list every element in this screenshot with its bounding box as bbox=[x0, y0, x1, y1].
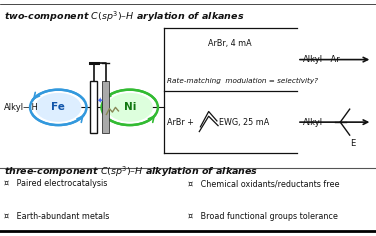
Text: Alkyl—H: Alkyl—H bbox=[4, 103, 39, 112]
Bar bbox=[90, 81, 97, 133]
Text: Ni: Ni bbox=[124, 102, 136, 112]
Text: ArBr +: ArBr + bbox=[167, 118, 197, 127]
Bar bbox=[102, 81, 109, 133]
Text: Fe: Fe bbox=[52, 102, 65, 112]
Text: ✦: ✦ bbox=[97, 96, 103, 105]
Text: Rate-matching  modulation = selectivity?: Rate-matching modulation = selectivity? bbox=[167, 78, 318, 84]
Text: ¤   Chemical oxidants/reductants free: ¤ Chemical oxidants/reductants free bbox=[188, 179, 340, 188]
Text: Alkyl: Alkyl bbox=[303, 118, 323, 127]
Text: three-component $C(sp^3)$–$H$ alkylation of alkanes: three-component $C(sp^3)$–$H$ alkylation… bbox=[4, 164, 258, 179]
Text: EWG, 25 mA: EWG, 25 mA bbox=[219, 118, 269, 127]
Text: two-component $C(sp^3)$–$H$ arylation of alkanes: two-component $C(sp^3)$–$H$ arylation of… bbox=[4, 9, 244, 24]
Text: ¤   Earth-abundant metals: ¤ Earth-abundant metals bbox=[4, 212, 109, 221]
Circle shape bbox=[107, 93, 153, 122]
Text: ¤   Broad functional groups tolerance: ¤ Broad functional groups tolerance bbox=[188, 212, 338, 221]
Text: E: E bbox=[350, 139, 356, 148]
Text: ¤   Paired electrocatalysis: ¤ Paired electrocatalysis bbox=[4, 179, 107, 188]
Circle shape bbox=[35, 93, 81, 122]
Text: Alkyl—Ar: Alkyl—Ar bbox=[303, 55, 340, 64]
Text: ArBr, 4 mA: ArBr, 4 mA bbox=[208, 38, 252, 48]
